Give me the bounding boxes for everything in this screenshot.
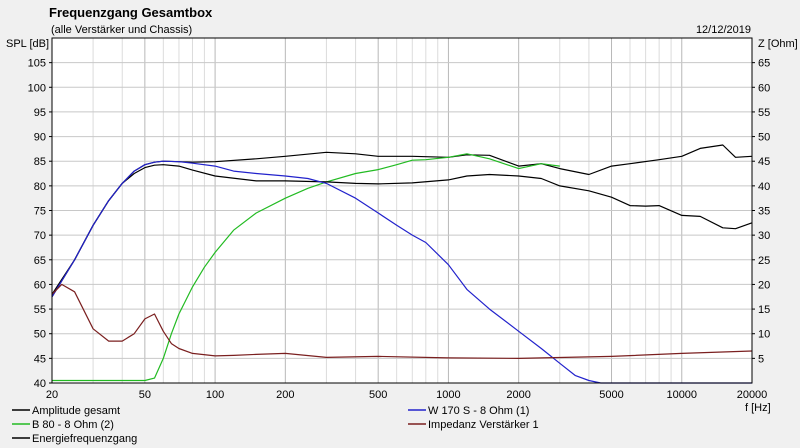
y-right-tick-label: 30 xyxy=(758,230,770,242)
series-line-5 xyxy=(51,283,753,359)
y-right-tick-label: 45 xyxy=(758,156,770,168)
legend-label: Energiefrequenzgang xyxy=(32,433,137,445)
y-axis-right-label: Z [Ohm] xyxy=(758,38,798,50)
tick-labels: 20 50 100 200 500 1000 2000 5000 10000 20000 40 45 5… xyxy=(28,58,771,401)
chart-subtitle: (alle Verstärker und Chassis) xyxy=(51,24,192,36)
legend-label: B 80 - 8 Ohm (2) xyxy=(32,419,114,431)
legend: Amplitude gesamt B 80 - 8 Ohm (2) Energief… xyxy=(12,405,539,445)
y-left-tick-label: 80 xyxy=(34,181,46,193)
y-right-tick-label: 40 xyxy=(758,181,770,193)
y-right-tick-label: 60 xyxy=(758,82,770,94)
y-left-tick-label: 90 xyxy=(34,132,46,144)
y-right-tick-label: 65 xyxy=(758,58,770,70)
grid xyxy=(51,37,753,384)
y-left-tick-label: 95 xyxy=(34,107,46,119)
y-left-tick-label: 100 xyxy=(28,82,46,94)
series-line-3 xyxy=(51,164,753,295)
y-left-tick-label: 105 xyxy=(28,58,46,70)
y-right-tick-label: 25 xyxy=(758,255,770,267)
y-right-tick-label: 10 xyxy=(758,329,770,341)
y-right-tick-label: 15 xyxy=(758,304,770,316)
x-tick-label: 20 xyxy=(46,389,58,401)
y-left-tick-label: 50 xyxy=(34,329,46,341)
x-tick-label: 10000 xyxy=(666,389,697,401)
legend-label: Impedanz Verstärker 1 xyxy=(428,419,539,431)
x-tick-label: 200 xyxy=(276,389,294,401)
y-left-tick-label: 75 xyxy=(34,206,46,218)
chart-date: 12/12/2019 xyxy=(696,24,751,36)
y-right-tick-label: 55 xyxy=(758,107,770,119)
x-tick-label: 100 xyxy=(206,389,224,401)
series-lines xyxy=(51,144,753,384)
y-left-tick-label: 85 xyxy=(34,156,46,168)
x-tick-label: 500 xyxy=(369,389,387,401)
series-line-4 xyxy=(51,160,752,384)
y-left-tick-label: 55 xyxy=(34,304,46,316)
x-tick-label: 20000 xyxy=(737,389,768,401)
y-left-tick-label: 40 xyxy=(34,378,46,390)
y-right-tick-label: 50 xyxy=(758,132,770,144)
y-axis-left-label: SPL [dB] xyxy=(6,38,49,50)
y-left-tick-label: 60 xyxy=(34,279,46,291)
y-right-tick-label: 20 xyxy=(758,279,770,291)
plot-frame xyxy=(51,37,753,384)
y-right-tick-label: 35 xyxy=(758,206,770,218)
y-left-tick-label: 65 xyxy=(34,255,46,267)
chart-title: Frequenzgang Gesamtbox xyxy=(49,5,213,20)
x-tick-label: 2000 xyxy=(506,389,530,401)
y-left-tick-label: 45 xyxy=(34,353,46,365)
x-axis-label: f [Hz] xyxy=(745,402,771,414)
y-left-tick-label: 70 xyxy=(34,230,46,242)
legend-label: W 170 S - 8 Ohm (1) xyxy=(428,405,529,417)
x-tick-label: 5000 xyxy=(599,389,623,401)
x-tick-label: 50 xyxy=(139,389,151,401)
series-line-2 xyxy=(52,153,560,382)
y-right-tick-label: 5 xyxy=(758,353,764,365)
legend-label: Amplitude gesamt xyxy=(32,405,120,417)
x-tick-label: 1000 xyxy=(436,389,460,401)
